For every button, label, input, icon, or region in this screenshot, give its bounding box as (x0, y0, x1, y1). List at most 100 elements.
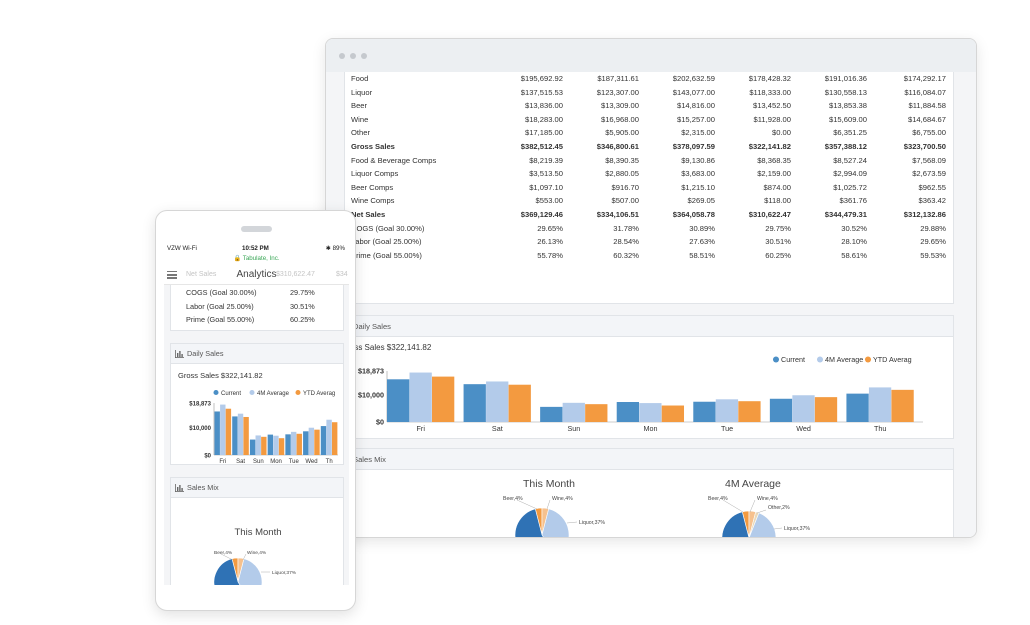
bar-current[interactable] (769, 398, 793, 422)
table-cell: 30.51% (765, 237, 791, 247)
x-tick-label: Wed (796, 424, 811, 433)
legend-label: Current (781, 355, 805, 364)
table-cell: $118.00 (764, 196, 791, 206)
mobile-daily-sales-card: Daily Sales Gross Sales $322,141.82 $0 $1… (170, 343, 344, 465)
x-tick-label: Th (326, 459, 333, 465)
bar-4m-average[interactable] (255, 435, 261, 455)
row-label: Liquor (351, 87, 373, 97)
table-cell: 59.53% (920, 250, 946, 260)
bar-ytd-average[interactable] (585, 404, 608, 422)
pie-slice-food[interactable] (514, 508, 556, 538)
table-cell: 29.75% (765, 223, 791, 233)
bar-current[interactable] (616, 402, 640, 422)
bar-current[interactable] (249, 439, 256, 455)
x-tick-label: Mon (270, 459, 282, 465)
row-label: Net Sales (351, 210, 386, 219)
bar-current[interactable] (285, 434, 291, 455)
hamburger-menu-icon[interactable] (167, 271, 177, 279)
mobile-sales-mix-pie: Beer,4% Wine,4% Liquor,37% (213, 550, 297, 585)
table-row: Labor (Goal 25.00%) 26.13% 28.54% 27.63% 30.… (351, 237, 951, 251)
table-row: Wine $18,283.00 $16,968.00 $15,257.00 $11,92… (351, 115, 951, 129)
table-cell: 26.13% (537, 237, 563, 247)
table-cell: $13,853.38 (828, 101, 867, 111)
y-tick-label: $10,000 (358, 390, 384, 399)
daily-sales-header-label: Daily Sales (353, 322, 391, 331)
table-cell: $1,097.10 (529, 182, 563, 192)
bar-ytd-average[interactable] (225, 408, 232, 455)
pie-slice-food[interactable] (721, 511, 760, 538)
table-cell: $13,309.00 (600, 101, 639, 111)
bar-4m-average[interactable] (715, 399, 739, 422)
table-row: Beer Comps $1,097.10 $916.70 $1,215.10 $874.… (351, 183, 951, 197)
bar-ytd-average[interactable] (738, 401, 761, 422)
bar-ytd-average[interactable] (314, 429, 320, 455)
table-cell: 28.10% (841, 237, 867, 247)
bar-current[interactable] (463, 384, 486, 422)
bar-4m-average[interactable] (409, 372, 432, 422)
bar-current[interactable] (693, 401, 716, 422)
table-cell: $357,388.12 (824, 142, 867, 151)
bar-current[interactable] (846, 393, 869, 422)
table-cell: $369,129.46 (520, 210, 563, 219)
table-cell: $116,084.07 (904, 87, 946, 97)
bar-4m-average[interactable] (562, 402, 585, 422)
address-bar-url[interactable]: 🔒 Tabulate, Inc. (233, 255, 280, 262)
bar-ytd-average[interactable] (331, 422, 338, 455)
bar-ytd-average[interactable] (661, 405, 685, 422)
mobile-sales-mix-header-label: Sales Mix (187, 483, 219, 492)
bar-4m-average[interactable] (308, 427, 315, 455)
bar-current[interactable] (320, 426, 327, 455)
bar-ytd-average[interactable] (296, 433, 302, 455)
bar-ytd-average[interactable] (432, 376, 455, 422)
bar-ytd-average[interactable] (814, 397, 838, 422)
x-tick-label: Fri (219, 459, 226, 465)
mobile-daily-sales-title: Gross Sales $322,141.82 (178, 371, 263, 380)
ghost-net-sales-label: Net Sales (186, 271, 217, 278)
pie-label: Liquor,37% (579, 520, 605, 526)
bar-ytd-average[interactable] (261, 436, 267, 455)
table-cell: $364,058.78 (672, 210, 715, 219)
table-cell: $2,994.09 (833, 169, 867, 179)
bar-current[interactable] (232, 416, 238, 455)
window-dot-minimize[interactable] (350, 52, 356, 59)
pie-label-leader (516, 499, 538, 510)
bar-4m-average[interactable] (486, 381, 509, 422)
pie-label: Beer,4% (708, 496, 728, 502)
bar-4m-average[interactable] (273, 435, 279, 455)
bar-ytd-average[interactable] (508, 384, 531, 422)
bar-4m-average[interactable] (326, 419, 332, 455)
pie-label-leader (722, 499, 744, 513)
bar-4m-average[interactable] (792, 395, 815, 422)
bar-4m-average[interactable] (290, 431, 297, 455)
pie-slice-liquor[interactable] (237, 558, 263, 585)
bar-4m-average[interactable] (639, 403, 662, 422)
bar-ytd-average[interactable] (278, 438, 285, 455)
pie-slice-liquor[interactable] (541, 508, 570, 538)
pie-label: Beer,4% (503, 496, 523, 502)
goal-value: 60.25% (290, 315, 315, 324)
bar-ytd-average[interactable] (891, 389, 914, 422)
row-label: Food & Beverage Comps (351, 155, 437, 165)
pie-label: Wine,4% (757, 496, 778, 502)
pie-slice-liquor[interactable] (749, 512, 777, 538)
table-cell: $6,755.00 (912, 128, 946, 138)
table-cell: $11,928.00 (753, 114, 791, 124)
bar-current[interactable] (214, 411, 220, 455)
table-cell: $123,307.00 (596, 87, 639, 97)
bar-4m-average[interactable] (237, 413, 244, 455)
goal-label: Prime (Goal 55.00%) (186, 315, 255, 324)
bar-4m-average[interactable] (220, 404, 226, 455)
bar-current[interactable] (387, 379, 410, 422)
goal-label: Labor (Goal 25.00%) (186, 301, 254, 311)
bar-current[interactable] (303, 431, 309, 455)
bar-current[interactable] (540, 406, 563, 422)
table-cell: $363.42 (918, 196, 946, 206)
bar-current[interactable] (267, 434, 274, 455)
bar-4m-average[interactable] (868, 387, 892, 422)
carrier-label: VZW Wi-Fi (167, 245, 197, 252)
window-dot-maximize[interactable] (361, 52, 367, 59)
bar-ytd-average[interactable] (243, 416, 249, 455)
window-dot-close[interactable] (339, 52, 345, 59)
row-label: Food (351, 74, 369, 83)
pie-slice-food[interactable] (213, 558, 251, 585)
